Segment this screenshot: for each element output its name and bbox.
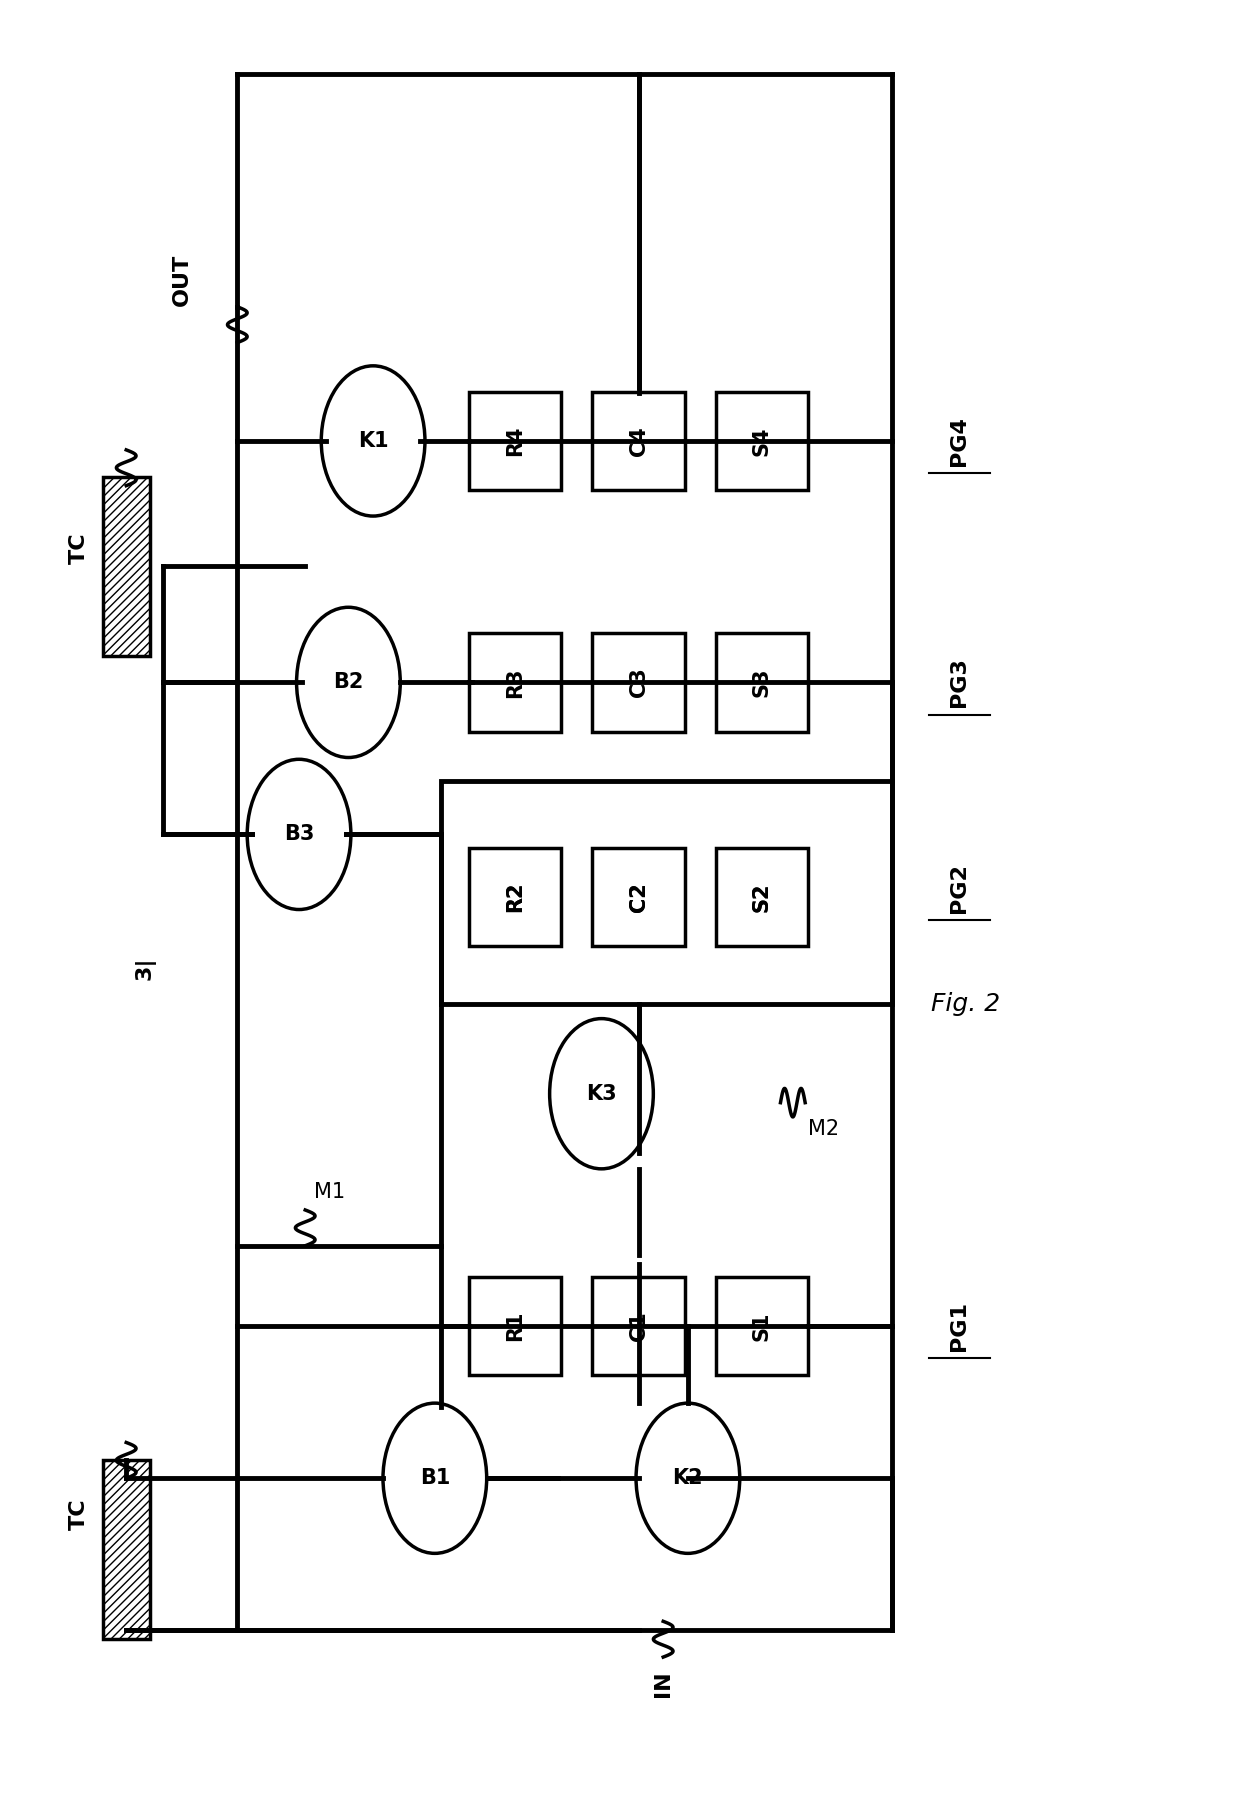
- Text: IN: IN: [653, 1670, 673, 1697]
- FancyBboxPatch shape: [469, 633, 562, 732]
- Text: R2: R2: [505, 881, 525, 913]
- FancyBboxPatch shape: [103, 1460, 150, 1640]
- Circle shape: [247, 759, 351, 910]
- FancyBboxPatch shape: [593, 391, 684, 490]
- Text: C2: C2: [629, 883, 649, 911]
- Circle shape: [321, 366, 425, 517]
- Text: S1: S1: [751, 1311, 773, 1340]
- Text: S4: S4: [751, 427, 773, 456]
- Text: PG3: PG3: [950, 657, 970, 707]
- Text: B2: B2: [334, 673, 363, 692]
- Circle shape: [296, 608, 401, 757]
- Circle shape: [549, 1019, 653, 1170]
- FancyBboxPatch shape: [469, 849, 562, 945]
- Text: M1: M1: [315, 1182, 346, 1202]
- Text: K2: K2: [672, 1467, 703, 1489]
- FancyBboxPatch shape: [593, 633, 684, 732]
- Circle shape: [383, 1403, 486, 1554]
- Text: K1: K1: [358, 431, 388, 450]
- Text: C1: C1: [629, 1311, 649, 1342]
- Text: K3: K3: [587, 1084, 616, 1103]
- FancyBboxPatch shape: [593, 849, 684, 945]
- Text: S3: S3: [751, 667, 773, 698]
- FancyBboxPatch shape: [715, 633, 808, 732]
- Text: S2: S2: [751, 883, 773, 911]
- Text: C4: C4: [629, 425, 649, 456]
- Text: M2: M2: [808, 1119, 839, 1139]
- Text: R2: R2: [505, 881, 525, 913]
- FancyBboxPatch shape: [469, 1277, 562, 1376]
- Text: OUT: OUT: [172, 255, 192, 307]
- FancyBboxPatch shape: [715, 1277, 808, 1376]
- Text: S2: S2: [751, 883, 773, 911]
- Text: PG4: PG4: [950, 416, 970, 466]
- FancyBboxPatch shape: [593, 1277, 684, 1376]
- FancyBboxPatch shape: [593, 849, 684, 945]
- Text: B1: B1: [419, 1467, 450, 1489]
- Text: Fig. 2: Fig. 2: [931, 992, 1001, 1017]
- FancyBboxPatch shape: [469, 391, 562, 490]
- Text: TC: TC: [69, 533, 89, 563]
- Text: C2: C2: [629, 883, 649, 911]
- Text: R1: R1: [505, 1311, 525, 1342]
- Text: PG2: PG2: [950, 863, 970, 913]
- Text: C3: C3: [629, 667, 649, 698]
- Circle shape: [636, 1403, 740, 1554]
- Text: R3: R3: [505, 667, 525, 698]
- Text: R4: R4: [505, 425, 525, 456]
- FancyBboxPatch shape: [715, 849, 808, 945]
- Text: TC: TC: [69, 1498, 89, 1530]
- FancyBboxPatch shape: [441, 780, 892, 1005]
- FancyBboxPatch shape: [469, 849, 562, 945]
- FancyBboxPatch shape: [715, 849, 808, 945]
- FancyBboxPatch shape: [103, 477, 150, 655]
- FancyBboxPatch shape: [715, 391, 808, 490]
- Text: 3|: 3|: [134, 956, 155, 980]
- Text: PG1: PG1: [950, 1301, 970, 1351]
- Text: B3: B3: [284, 825, 314, 845]
